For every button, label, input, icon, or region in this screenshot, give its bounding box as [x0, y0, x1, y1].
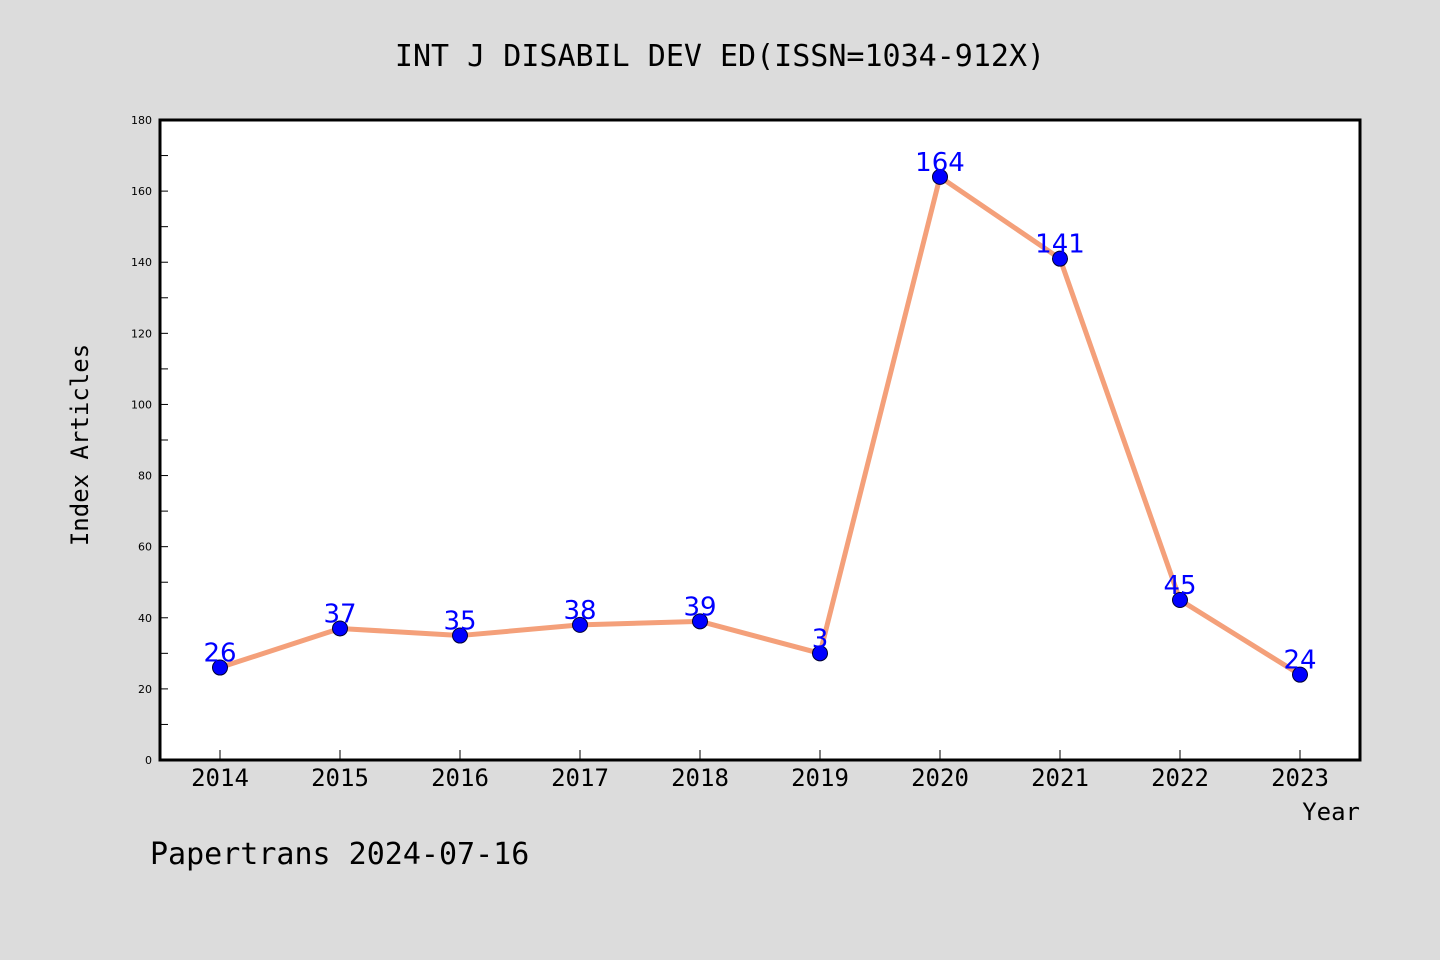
- data-point: [572, 616, 588, 633]
- data-point: [452, 627, 468, 644]
- x-tick-label: 2023: [1271, 764, 1329, 792]
- y-tick-label: 100: [131, 398, 152, 411]
- data-label: 24: [1283, 646, 1316, 676]
- data-point: [1052, 250, 1068, 267]
- y-tick-label: 20: [138, 683, 152, 696]
- series-line: [217, 174, 1303, 678]
- y-tick-label: 160: [131, 185, 152, 198]
- y-tick-label: 80: [138, 470, 152, 483]
- x-tick-label: 2020: [911, 764, 969, 792]
- x-tick-label: 2021: [1031, 764, 1089, 792]
- data-point: [932, 168, 948, 185]
- data-label: 35: [443, 607, 476, 637]
- x-tick-label: 2016: [431, 764, 489, 792]
- axis-ticks: 0 20 40 60 80 100 120 140 160 180 2014 2015 2016 2017…: [131, 114, 1329, 792]
- y-tick-label: 140: [131, 256, 152, 269]
- data-label: 141: [1035, 230, 1085, 260]
- data-label: 38: [563, 596, 596, 626]
- plot-area: [158, 118, 1362, 762]
- x-tick-label: 2014: [191, 764, 249, 792]
- x-tick-label: 2019: [791, 764, 849, 792]
- series-layer: 26 37 35 38 39 3 164 141 45 24: [203, 148, 1317, 683]
- data-point: [1292, 666, 1308, 683]
- data-point: [1172, 592, 1188, 608]
- x-tick-label: 2022: [1151, 764, 1209, 792]
- data-label: 45: [1163, 571, 1196, 601]
- x-tick-label: 2017: [551, 764, 609, 792]
- data-point: [692, 613, 708, 630]
- y-tick-label: 40: [138, 612, 152, 625]
- data-point: [812, 645, 828, 662]
- y-tick-label: 60: [138, 541, 152, 554]
- data-label: 39: [683, 592, 716, 622]
- y-tick-label: 0: [145, 754, 152, 767]
- y-tick-label: 120: [131, 327, 152, 340]
- chart-title: INT J DISABIL DEV ED(ISSN=1034-912X): [395, 39, 1045, 74]
- data-label: 37: [323, 599, 356, 629]
- x-tick-label: 2015: [311, 764, 369, 792]
- y-tick-label: 180: [131, 114, 152, 127]
- data-label: 26: [203, 639, 236, 669]
- x-tick-label: 2018: [671, 764, 729, 792]
- data-label: 164: [915, 148, 965, 178]
- data-point: [212, 659, 228, 676]
- footer-text: Papertrans 2024-07-16: [150, 837, 529, 872]
- data-label: 3: [812, 624, 829, 654]
- y-axis-label: Index Articles: [66, 344, 94, 546]
- x-axis-label: Year: [1302, 798, 1360, 826]
- data-point: [332, 620, 348, 637]
